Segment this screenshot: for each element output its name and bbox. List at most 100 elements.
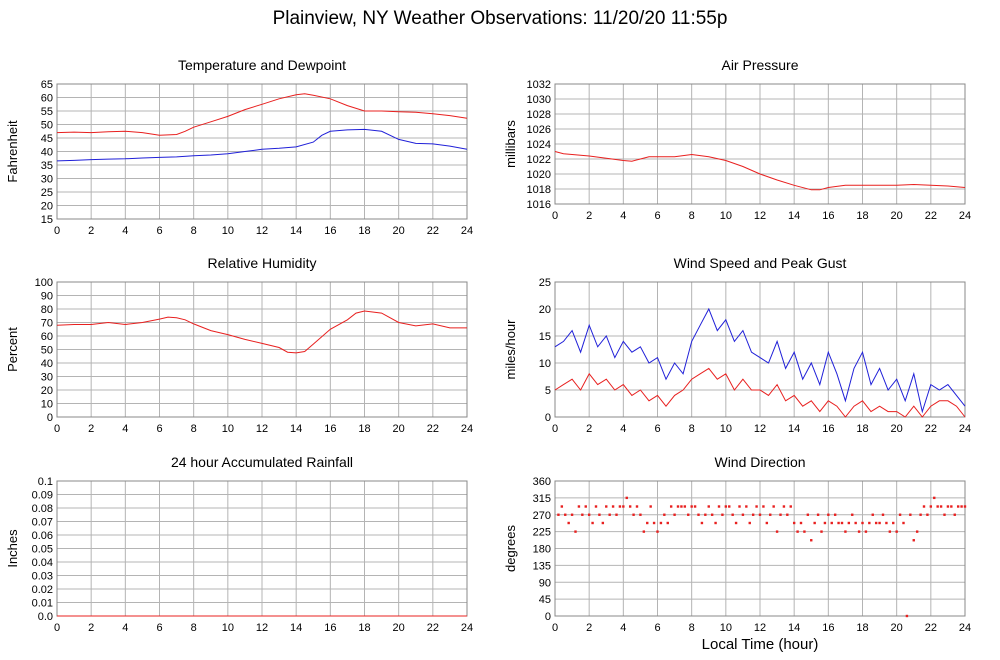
x-tick-label: 20	[393, 423, 405, 435]
x-tick-label: 16	[324, 423, 336, 435]
y-tick-label: 0.03	[32, 571, 53, 583]
y-tick-label: 5	[545, 385, 551, 397]
y-tick-label: 1028	[527, 109, 551, 121]
data-point	[656, 530, 659, 533]
y-tick-label: 40	[41, 147, 53, 159]
series-line-red	[554, 367, 966, 418]
data-point	[714, 521, 717, 525]
data-point	[885, 521, 888, 525]
y-axis-label: Percent	[5, 327, 20, 372]
x-tick-label: 2	[586, 210, 592, 222]
x-tick-label: 20	[891, 423, 903, 435]
data-point	[881, 513, 885, 516]
y-tick-label: 25	[539, 277, 551, 289]
x-tick-label: 16	[324, 225, 336, 237]
data-point	[587, 513, 591, 516]
data-point	[721, 513, 724, 516]
series-line-blue	[554, 307, 966, 414]
x-tick-label: 10	[720, 622, 732, 634]
data-point	[649, 505, 652, 508]
x-tick-label: 14	[788, 210, 800, 222]
data-point	[895, 530, 898, 533]
y-tick-label: 0.08	[32, 503, 53, 515]
y-tick-label: 0.0	[38, 611, 53, 623]
data-point	[567, 521, 570, 525]
y-tick-label: 10	[539, 358, 551, 370]
data-point	[854, 521, 857, 525]
x-tick-label: 2	[88, 225, 94, 237]
data-point	[762, 505, 765, 508]
x-tick-label: 8	[689, 622, 695, 634]
data-point	[680, 505, 683, 508]
data-point	[830, 521, 833, 525]
data-point	[960, 505, 963, 508]
data-point	[953, 513, 956, 516]
series-line-red	[554, 151, 966, 191]
data-point	[632, 513, 635, 516]
data-point	[922, 505, 926, 508]
data-point	[628, 505, 632, 508]
data-point	[902, 521, 905, 525]
data-point	[564, 513, 567, 516]
y-tick-label: 60	[41, 93, 53, 105]
data-point	[864, 530, 868, 533]
x-tick-label: 12	[256, 423, 268, 435]
x-tick-label: 20	[393, 622, 405, 634]
data-point	[611, 505, 615, 508]
data-point	[707, 505, 710, 508]
y-tick-label: 35	[41, 160, 53, 172]
data-point	[574, 530, 577, 533]
x-tick-label: 0	[552, 423, 558, 435]
data-point	[813, 521, 816, 525]
data-point	[779, 513, 782, 516]
data-point	[892, 521, 895, 525]
data-point	[769, 513, 772, 516]
x-tick-label: 10	[720, 210, 732, 222]
x-tick-label: 8	[191, 225, 197, 237]
panel-title: Air Pressure	[721, 57, 798, 73]
panel-title: Wind Direction	[714, 454, 805, 470]
y-tick-label: 40	[41, 358, 53, 370]
y-tick-label: 270	[533, 510, 551, 522]
y-tick-label: 1026	[527, 124, 551, 136]
data-point	[919, 513, 922, 516]
data-point	[605, 505, 608, 508]
data-point	[840, 521, 844, 525]
x-tick-label: 20	[891, 622, 903, 634]
y-tick-label: 45	[539, 594, 551, 606]
y-tick-label: 15	[539, 331, 551, 343]
x-tick-label: 22	[925, 423, 937, 435]
data-point	[857, 530, 861, 533]
data-point	[851, 513, 854, 516]
data-point	[560, 505, 564, 508]
plot-frame	[554, 480, 966, 617]
plot-frame	[56, 281, 468, 418]
y-tick-label: 15	[41, 214, 53, 226]
x-tick-label: 18	[856, 210, 868, 222]
y-tick-label: 1024	[527, 139, 551, 151]
x-tick-label: 10	[720, 423, 732, 435]
y-tick-label: 30	[41, 174, 53, 186]
data-point	[820, 530, 823, 533]
x-tick-label: 6	[654, 622, 660, 634]
y-axis-label: miles/hour	[503, 319, 518, 380]
y-tick-label: 45	[41, 133, 53, 145]
data-point	[646, 521, 649, 525]
panel-title: Relative Humidity	[208, 255, 317, 271]
x-tick-label: 6	[156, 622, 162, 634]
y-tick-label: 1032	[527, 79, 551, 91]
x-tick-label: 24	[461, 622, 473, 634]
x-tick-label: 18	[856, 622, 868, 634]
panel-title: 24 hour Accumulated Rainfall	[171, 454, 353, 470]
data-point	[915, 530, 919, 533]
x-tick-label: 4	[122, 423, 128, 435]
x-tick-label: 4	[620, 210, 626, 222]
x-tick-label: 22	[925, 210, 937, 222]
x-tick-label: 22	[427, 423, 439, 435]
data-point	[734, 521, 738, 525]
data-point	[909, 513, 912, 516]
data-point	[659, 521, 663, 525]
y-tick-label: 1020	[527, 169, 551, 181]
y-tick-label: 1030	[527, 94, 551, 106]
data-point	[775, 530, 779, 533]
